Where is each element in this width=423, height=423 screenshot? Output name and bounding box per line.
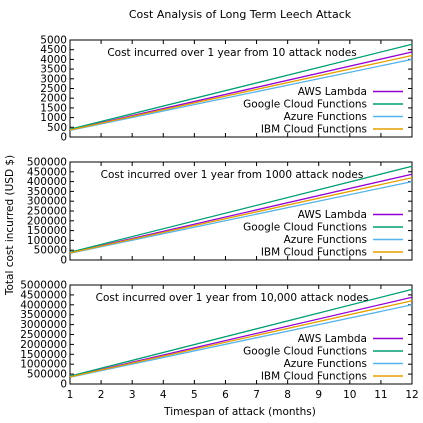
chart-panels: 0500100015002000250030003500400045005000… [20,35,418,402]
y-tick-label: 500000 [27,369,67,381]
y-tick-label: 2000 [40,93,67,105]
series-line-ibm-cloud-functions [69,300,413,378]
y-tick-label: 500000 [27,157,67,169]
y-tick-label: 350000 [27,186,67,198]
series-line-azure-functions [69,180,413,254]
series-line-azure-functions [69,304,413,378]
x-tick-label: 2 [98,389,105,401]
legend-label-aws-lambda: AWS Lambda [298,209,367,221]
x-tick-label: 5 [191,389,198,401]
y-tick-label: 1000 [40,112,67,124]
y-tick-label: 0 [60,379,67,391]
y-tick-label: 4000000 [20,299,67,311]
x-tick-label: 7 [253,389,260,401]
x-tick-label: 9 [315,389,322,401]
y-tick-label: 450000 [27,166,67,178]
x-tick-label: 12 [405,389,418,401]
series-line-google-cloud-functions [69,43,413,130]
series-line-google-cloud-functions [69,165,413,253]
y-tick-label: 1500000 [20,349,67,361]
series-line-ibm-cloud-functions [69,177,413,254]
y-tick-label: 3000000 [20,319,67,331]
series-line-aws-lambda [69,51,413,131]
legend-label-ibm-cloud-functions: IBM Cloud Functions [261,124,367,136]
y-tick-label: 5000000 [20,280,67,292]
legend-label-ibm-cloud-functions: IBM Cloud Functions [261,247,367,259]
legend-label-azure-functions: Azure Functions [284,358,367,370]
legend-label-ibm-cloud-functions: IBM Cloud Functions [261,371,367,383]
y-tick-label: 0 [60,255,67,267]
y-tick-label: 400000 [27,176,67,188]
panel-title: Cost incurred over 1 year from 10,000 at… [96,292,369,304]
y-tick-label: 4500000 [20,289,67,301]
y-tick-label: 4000 [40,54,67,66]
y-tick-label: 1000000 [20,359,67,371]
series-line-aws-lambda [69,296,413,378]
x-axis-label: Timespan of attack (months) [163,406,316,418]
y-tick-label: 250000 [27,206,67,218]
y-tick-label: 3500 [40,64,67,76]
y-tick-label: 5000 [40,35,67,47]
y-tick-label: 2000000 [20,339,67,351]
x-tick-label: 3 [129,389,136,401]
y-tick-label: 200000 [27,215,67,227]
y-tick-label: 2500000 [20,329,67,341]
panel-title: Cost incurred over 1 year from 10 attack… [107,47,356,59]
y-tick-label: 500 [47,122,67,134]
y-tick-label: 1500 [40,102,67,114]
panel-1: 0500100015002000250030003500400045005000… [40,35,413,144]
panel-2: 0500001000001500002000002500003000003500… [27,157,413,267]
panel-title: Cost incurred over 1 year from 1000 atta… [101,169,364,181]
x-tick-label: 8 [284,389,291,401]
legend-label-aws-lambda: AWS Lambda [298,333,367,345]
figure-title: Cost Analysis of Long Term Leech Attack [129,8,352,21]
series-line-ibm-cloud-functions [69,54,413,131]
y-tick-label: 4500 [40,44,67,56]
legend-label-azure-functions: Azure Functions [284,111,367,123]
legend-label-google-cloud-functions: Google Cloud Functions [243,346,367,358]
x-tick-label: 10 [343,389,356,401]
y-tick-label: 2500 [40,83,67,95]
series-line-aws-lambda [69,173,413,254]
y-tick-label: 50000 [34,245,67,257]
y-tick-label: 150000 [27,225,67,237]
legend-label-google-cloud-functions: Google Cloud Functions [243,99,367,111]
y-tick-label: 300000 [27,196,67,208]
x-tick-label: 6 [222,389,229,401]
series-line-google-cloud-functions [69,288,413,377]
legend-label-google-cloud-functions: Google Cloud Functions [243,222,367,234]
y-tick-label: 3500000 [20,309,67,321]
x-tick-label: 11 [374,389,387,401]
x-tick-label: 4 [160,389,167,401]
panel-3: 0500000100000015000002000000250000030000… [20,280,418,402]
legend-label-azure-functions: Azure Functions [284,234,367,246]
series-line-azure-functions [69,58,413,132]
y-tick-label: 0 [60,132,67,144]
y-tick-label: 100000 [27,235,67,247]
x-tick-label: 1 [67,389,74,401]
y-tick-label: 3000 [40,73,67,85]
legend-label-aws-lambda: AWS Lambda [298,86,367,98]
y-axis-label: Total cost incurred (USD $) [4,155,16,296]
